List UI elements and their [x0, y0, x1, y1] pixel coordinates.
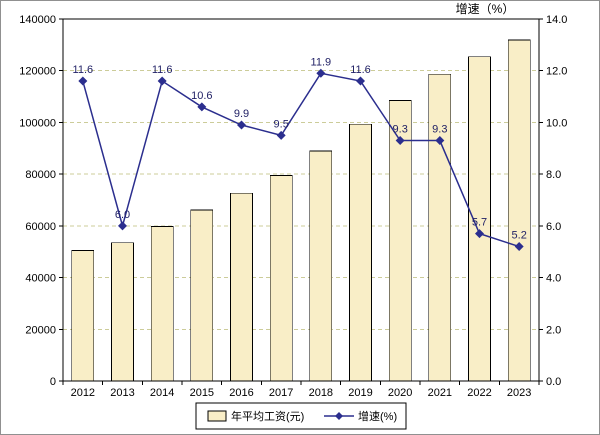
x-axis-label-2019: 2019	[348, 387, 372, 399]
bar-2018	[309, 150, 333, 382]
growth-point-2020	[395, 136, 405, 146]
bar-2017	[269, 175, 293, 382]
growth-point-2019	[356, 76, 365, 86]
growth-point-label-2013: 6.0	[115, 209, 130, 221]
growth-point-2015	[197, 102, 207, 112]
growth-point-2016	[237, 120, 246, 130]
growth-point-label-2018: 11.9	[311, 56, 332, 68]
growth-point-label-2023: 5.2	[512, 230, 527, 242]
growth-rate-line	[82, 72, 520, 248]
right-axis-tick-label: 0.0	[546, 376, 561, 388]
plot-area	[63, 19, 539, 381]
right-axis-tick-label: 2.0	[546, 324, 561, 336]
x-axis-label-2015: 2015	[190, 387, 214, 399]
x-axis-label-2023: 2023	[507, 387, 531, 399]
growth-point-label-2021: 9.3	[432, 124, 447, 136]
x-axis-label-2014: 2014	[150, 387, 174, 399]
x-axis-label-2018: 2018	[309, 387, 333, 399]
legend-line-diamond	[335, 412, 343, 420]
right-axis-tick-label: 12.0	[546, 66, 567, 78]
bar-2012	[71, 250, 95, 382]
growth-point-2022	[475, 229, 484, 239]
left-axis-tick-label: 80000	[25, 169, 56, 181]
right-axis-tick-label: 6.0	[546, 221, 561, 233]
growth-point-2014	[157, 76, 167, 86]
bar-2013	[111, 242, 134, 382]
growth-point-label-2020: 9.3	[393, 124, 408, 136]
left-axis-tick-label: 140000	[19, 14, 56, 26]
growth-point-label-2014: 11.6	[152, 64, 173, 76]
growth-point-2018	[316, 68, 326, 78]
right-axis-tick-label: 10.0	[546, 117, 567, 129]
left-axis-tick-label: 120000	[19, 66, 56, 78]
bar-2023	[507, 39, 531, 382]
growth-point-label-2016: 9.9	[234, 108, 249, 120]
bar-2015	[190, 209, 214, 382]
growth-point-2021	[435, 136, 445, 146]
x-axis-label-2013: 2013	[110, 387, 134, 399]
bar-2016	[230, 192, 253, 382]
left-axis-tick-label: 100000	[19, 117, 56, 129]
left-axis-tick-label: 60000	[25, 221, 56, 233]
growth-point-2012	[78, 76, 88, 86]
x-axis-label-2017: 2017	[269, 387, 293, 399]
growth-point-2023	[514, 242, 524, 252]
growth-point-label-2019: 11.6	[350, 64, 371, 76]
growth-point-2017	[276, 130, 286, 140]
legend-bar-swatch	[207, 410, 227, 422]
x-axis-label-2016: 2016	[229, 387, 253, 399]
x-axis-label-2012: 2012	[71, 387, 95, 399]
bar-2021	[428, 73, 452, 382]
growth-point-label-2017: 9.5	[274, 118, 289, 130]
legend-line-label: 增速(%)	[358, 409, 397, 423]
bar-2019	[349, 123, 372, 382]
legend-bar-label: 年平均工资(元)	[231, 409, 304, 423]
right-axis-tick-label: 14.0	[546, 14, 567, 26]
x-axis-label-2021: 2021	[428, 387, 452, 399]
growth-point-2013	[118, 221, 127, 231]
left-axis-tick-label: 0	[50, 376, 56, 388]
x-axis-label-2020: 2020	[388, 387, 412, 399]
right-axis-title: 增速（%）	[456, 2, 515, 16]
growth-point-label-2022: 5.7	[472, 217, 487, 229]
right-axis-tick-label: 8.0	[546, 169, 561, 181]
right-axis-tick-label: 4.0	[546, 273, 561, 285]
x-axis-label-2022: 2022	[467, 387, 491, 399]
left-axis-tick-label: 40000	[25, 273, 56, 285]
legend-box	[195, 402, 407, 430]
growth-point-label-2015: 10.6	[191, 90, 212, 102]
left-axis-tick-label: 20000	[25, 324, 56, 336]
bar-2014	[150, 226, 174, 382]
growth-point-label-2012: 11.6	[73, 64, 94, 76]
